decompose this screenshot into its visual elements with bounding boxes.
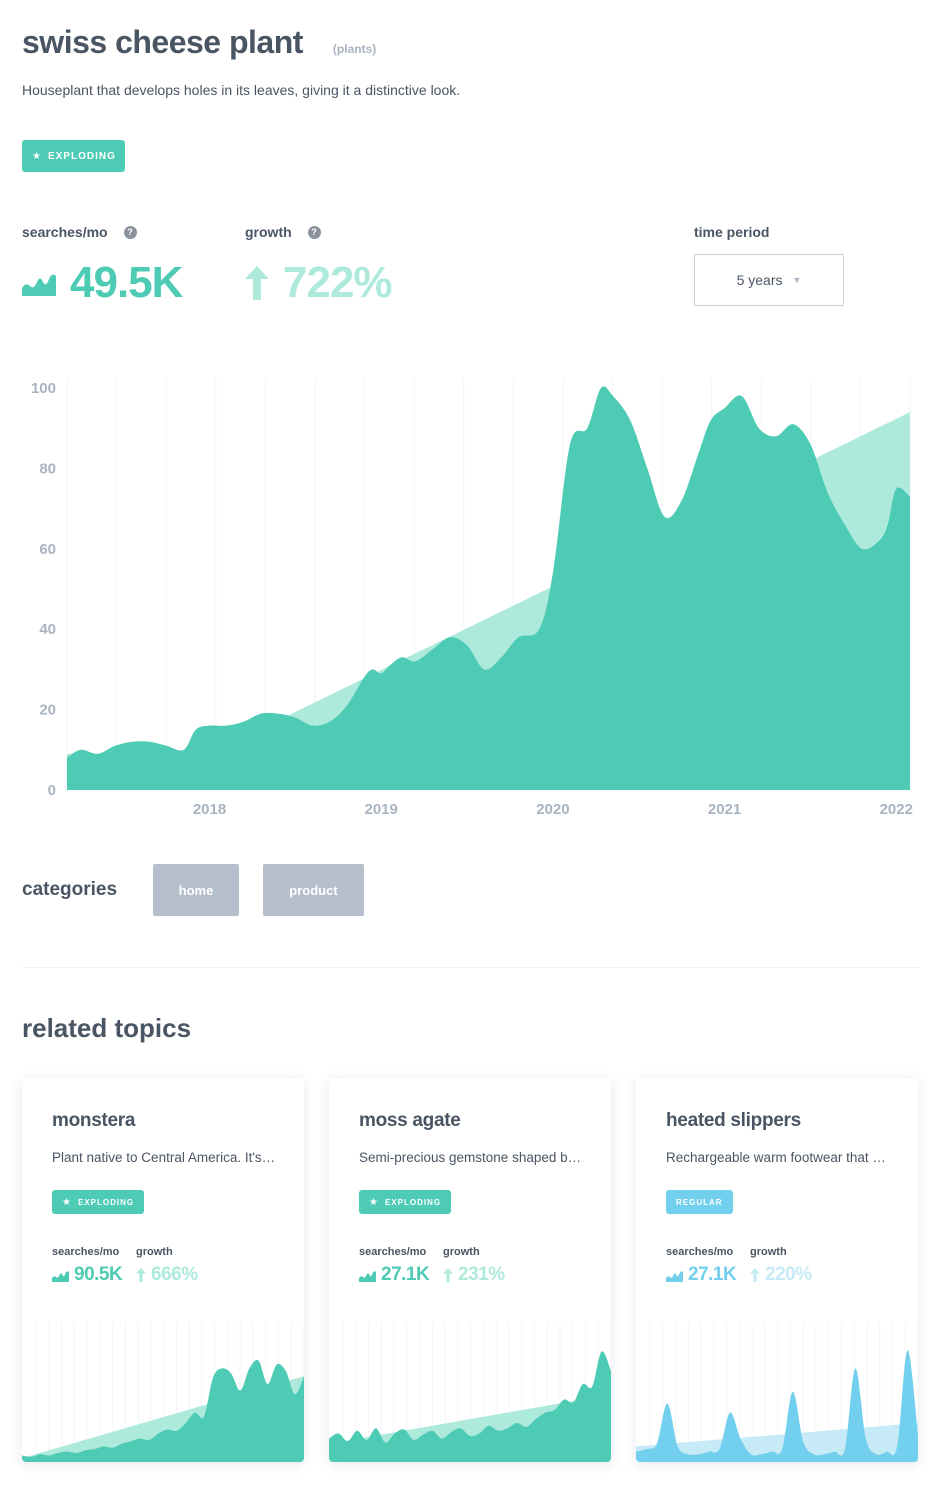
searches-value: 27.1K [359,1264,430,1286]
sparkline-area [636,1350,918,1462]
growth-value: 666% [136,1264,198,1286]
searches-value-text: 49.5K [70,258,183,307]
growth-value: 722% [245,258,393,308]
sparkline-area [329,1351,611,1462]
card-title[interactable]: heated slippers [666,1110,801,1131]
status-badge-label: EXPLODING [47,150,116,162]
sparkline-area [22,1359,304,1462]
star-icon: ★ [62,1196,72,1208]
status-badge: ★ EXPLODING [22,140,125,172]
status-badge: ★ EXPLODING [52,1190,145,1214]
caret-down-icon: ▼ [792,275,802,285]
searches-label: searches/mo [359,1246,427,1258]
category-tag[interactable]: (plants) [332,42,377,56]
status-badge: ★ EXPLODING [359,1190,452,1214]
status-badge-label: REGULAR [676,1197,723,1207]
status-badge-label: EXPLODING [77,1197,135,1207]
growth-value-text: 666% [151,1264,198,1285]
searches-value: 90.5K [52,1264,123,1286]
related-topic-card[interactable]: heated slippers Rechargeable warm footwe… [636,1078,918,1462]
growth-value-text: 231% [458,1264,505,1285]
status-badge: REGULAR [666,1190,733,1214]
status-badge-label: EXPLODING [384,1197,442,1207]
y-tick-label: 60 [39,541,56,558]
volume-chart-icon [359,1270,376,1282]
growth-label: growth [136,1246,173,1258]
growth-value-text: 220% [765,1264,812,1285]
time-period-select[interactable]: 5 years ▼ [694,254,844,306]
growth-label-text: growth [245,224,292,240]
arrow-up-icon [750,1268,760,1282]
y-tick-label: 40 [39,621,56,638]
searches-label: searches/mo [666,1246,734,1258]
searches-value: 49.5K [22,258,183,308]
searches-label: searches/mo ? [22,224,137,240]
arrow-up-icon [443,1268,453,1282]
sparkline-chart [329,1322,611,1462]
x-tick-label: 2020 [536,801,569,818]
divider [22,967,918,968]
searches-label-text: searches/mo [22,224,108,240]
star-icon: ★ [369,1196,379,1208]
search-volume-chart: 0 20 40 60 80 100 2018 2019 2020 2021 2022 [31,378,913,818]
searches-value-text: 27.1K [381,1264,430,1285]
arrow-up-icon [245,266,269,300]
sparkline-chart [22,1322,304,1462]
help-icon[interactable]: ? [307,225,321,239]
star-icon: ★ [32,150,42,162]
categories-title: categories [22,879,118,900]
help-icon[interactable]: ? [123,225,137,239]
y-tick-label: 100 [31,380,56,397]
y-tick-label: 0 [48,782,56,799]
related-topic-card[interactable]: monstera Plant native to Central America… [22,1078,304,1462]
related-topic-card[interactable]: moss agate Semi-precious gemstone shaped… [329,1078,611,1462]
x-tick-label: 2018 [193,801,226,818]
title-row: swiss cheese plant (plants) [22,24,376,61]
growth-value: 220% [750,1264,812,1286]
y-tick-label: 80 [39,460,56,477]
card-description: Rechargeable warm footwear that keeps fe… [666,1150,891,1165]
page-title: swiss cheese plant [22,24,303,60]
searches-value-text: 90.5K [74,1264,123,1285]
sparkline-chart [636,1322,918,1462]
volume-chart-icon [22,274,56,296]
searches-value: 27.1K [666,1264,737,1286]
related-topics-title: related topics [22,1013,192,1043]
category-button-home[interactable]: home [153,864,239,916]
volume-chart-icon [52,1270,69,1282]
x-tick-label: 2021 [708,801,741,818]
growth-value: 231% [443,1264,505,1286]
card-description: Plant native to Central America. It's kn… [52,1150,277,1165]
growth-label: growth [443,1246,480,1258]
volume-chart-icon [666,1270,683,1282]
category-button-product[interactable]: product [263,864,364,916]
topic-description: Houseplant that develops holes in its le… [22,82,461,98]
card-title[interactable]: moss agate [359,1110,461,1131]
time-period-label: time period [694,224,770,240]
search-volume-area [67,386,910,790]
searches-label: searches/mo [52,1246,120,1258]
searches-value-text: 27.1K [688,1264,737,1285]
categories-section: categories home product [22,864,388,916]
growth-label: growth ? [245,224,321,240]
y-tick-label: 20 [39,702,56,719]
arrow-up-icon [136,1268,146,1282]
growth-label: growth [750,1246,787,1258]
x-tick-label: 2019 [365,801,398,818]
card-title[interactable]: monstera [52,1110,136,1131]
x-tick-label: 2022 [880,801,913,818]
card-description: Semi-precious gemstone shaped by moss-li… [359,1150,584,1165]
growth-value-text: 722% [283,258,393,307]
time-period-value: 5 years [736,272,783,288]
